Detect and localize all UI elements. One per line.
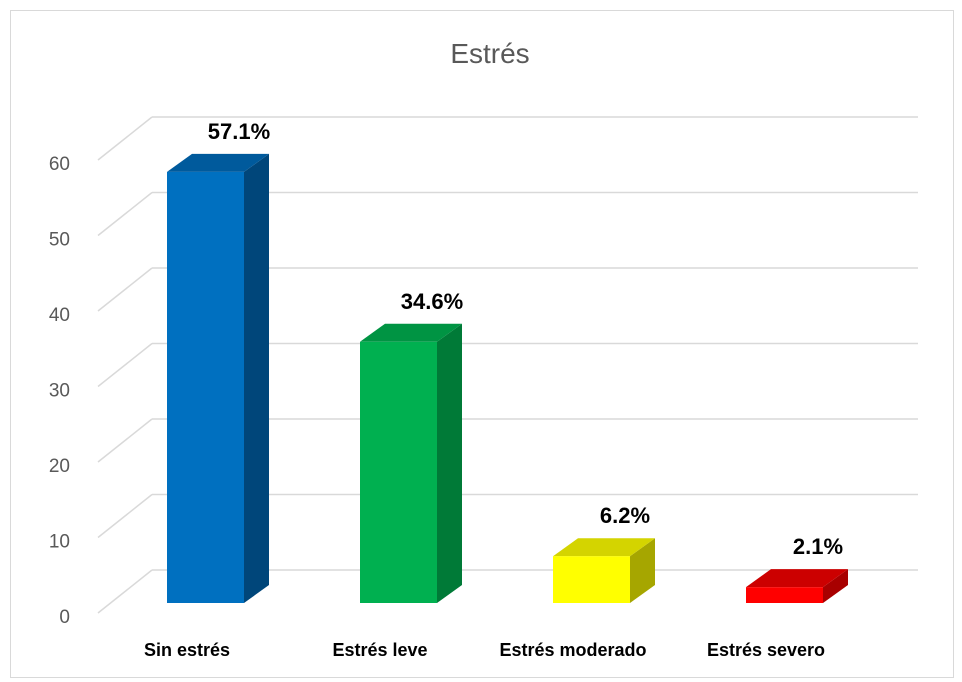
gridline-side — [97, 418, 153, 463]
bar-top — [746, 569, 848, 588]
bar-front — [360, 341, 437, 603]
y-tick-label: 0 — [59, 607, 70, 628]
bars — [167, 153, 848, 603]
bar-side — [823, 569, 848, 603]
gridline-side — [97, 116, 153, 161]
bar-top — [553, 538, 655, 557]
bar-top — [360, 323, 462, 342]
bar — [746, 569, 848, 603]
bar-front — [167, 171, 244, 603]
bar — [167, 153, 269, 603]
bar-side — [437, 323, 462, 603]
gridline-side — [97, 342, 153, 388]
bar-top — [167, 153, 269, 172]
data-label: 57.1% — [208, 119, 270, 144]
bar — [360, 323, 462, 603]
bar — [553, 538, 655, 603]
gridline-side — [97, 191, 153, 237]
bar-side — [244, 153, 269, 603]
y-axis-ticks: 0 10 20 30 40 50 60 — [49, 154, 70, 628]
y-tick-label: 10 — [49, 532, 70, 553]
bar-front — [553, 556, 630, 603]
data-labels: 57.1% 34.6% 6.2% 2.1% — [208, 119, 843, 559]
bar-side — [630, 538, 655, 603]
category-label: Estrés severo — [707, 640, 825, 660]
gridline-side — [97, 493, 153, 539]
gridline-side — [97, 267, 153, 312]
y-tick-label: 50 — [49, 230, 70, 251]
y-tick-label: 60 — [49, 154, 70, 175]
category-label: Estrés moderado — [499, 640, 646, 660]
data-label: 2.1% — [793, 534, 843, 559]
bar-front — [746, 587, 823, 603]
x-axis-categories: Sin estrés Estrés leve Estrés moderado Estr… — [144, 640, 825, 660]
y-tick-label: 20 — [49, 456, 70, 477]
y-tick-label: 30 — [49, 381, 70, 402]
chart-title: Estrés — [450, 38, 529, 69]
data-label: 34.6% — [401, 289, 463, 314]
gridline-side — [97, 569, 153, 614]
data-label: 6.2% — [600, 503, 650, 528]
y-tick-label: 40 — [49, 305, 70, 326]
category-label: Sin estrés — [144, 640, 230, 660]
category-label: Estrés leve — [332, 640, 427, 660]
